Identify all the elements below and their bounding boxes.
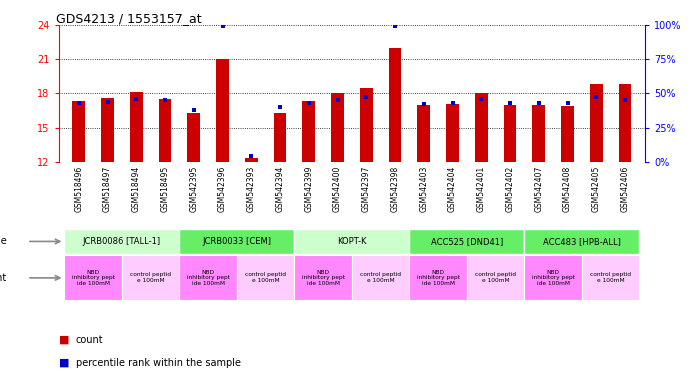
Point <box>476 96 487 102</box>
Bar <box>295 255 352 301</box>
Text: GSM542398: GSM542398 <box>391 166 400 212</box>
Text: GSM518494: GSM518494 <box>132 166 141 212</box>
Bar <box>72 101 86 162</box>
Text: ■: ■ <box>59 335 69 345</box>
Point <box>332 97 343 103</box>
Bar <box>237 255 295 301</box>
Text: ACC483 [HPB-ALL]: ACC483 [HPB-ALL] <box>543 237 621 246</box>
Point <box>246 153 257 159</box>
Bar <box>532 105 545 162</box>
Bar <box>302 101 315 162</box>
Bar <box>295 228 409 254</box>
Bar <box>64 255 122 301</box>
Text: NBD
inhibitory pept
ide 100mM: NBD inhibitory pept ide 100mM <box>532 270 575 286</box>
Point <box>217 23 228 30</box>
Bar <box>101 98 114 162</box>
Text: ■: ■ <box>59 358 69 368</box>
Point <box>188 107 199 113</box>
Text: GSM542397: GSM542397 <box>362 166 371 212</box>
Bar <box>504 105 517 162</box>
Bar <box>524 228 640 254</box>
Text: GSM542403: GSM542403 <box>420 166 428 212</box>
Text: GSM542407: GSM542407 <box>534 166 543 212</box>
Bar <box>417 105 431 162</box>
Bar <box>159 99 172 162</box>
Text: NBD
inhibitory pept
ide 100mM: NBD inhibitory pept ide 100mM <box>187 270 230 286</box>
Text: control peptid
e 100mM: control peptid e 100mM <box>475 273 516 283</box>
Point <box>275 104 286 110</box>
Bar <box>524 255 582 301</box>
Bar <box>187 113 200 162</box>
Bar <box>122 255 179 301</box>
Bar <box>64 228 179 254</box>
Text: ACC525 [DND41]: ACC525 [DND41] <box>431 237 503 246</box>
Bar <box>331 93 344 162</box>
Text: agent: agent <box>0 273 7 283</box>
Text: control peptid
e 100mM: control peptid e 100mM <box>360 273 401 283</box>
Bar <box>130 92 143 162</box>
Bar <box>618 84 631 162</box>
Text: percentile rank within the sample: percentile rank within the sample <box>76 358 241 368</box>
Bar <box>388 48 402 162</box>
Text: GDS4213 / 1553157_at: GDS4213 / 1553157_at <box>56 12 201 25</box>
Text: JCRB0033 [CEM]: JCRB0033 [CEM] <box>202 237 271 246</box>
Text: NBD
inhibitory pept
ide 100mM: NBD inhibitory pept ide 100mM <box>302 270 344 286</box>
Point <box>418 101 429 108</box>
Text: control peptid
e 100mM: control peptid e 100mM <box>590 273 631 283</box>
Point <box>159 97 170 103</box>
Text: GSM542396: GSM542396 <box>218 166 227 212</box>
Bar <box>216 59 229 162</box>
Text: GSM542393: GSM542393 <box>247 166 256 212</box>
Bar <box>590 84 603 162</box>
Bar <box>273 113 286 162</box>
Bar <box>446 104 459 162</box>
Point <box>533 100 544 106</box>
Bar <box>179 255 237 301</box>
Bar <box>359 88 373 162</box>
Point <box>591 94 602 101</box>
Text: GSM518496: GSM518496 <box>75 166 83 212</box>
Text: control peptid
e 100mM: control peptid e 100mM <box>245 273 286 283</box>
Text: KOPT-K: KOPT-K <box>337 237 366 246</box>
Text: GSM542408: GSM542408 <box>563 166 572 212</box>
Point <box>447 100 458 106</box>
Text: GSM518495: GSM518495 <box>161 166 170 212</box>
Text: NBD
inhibitory pept
ide 100mM: NBD inhibitory pept ide 100mM <box>417 270 460 286</box>
Text: GSM518497: GSM518497 <box>103 166 112 212</box>
Point <box>562 100 573 106</box>
Text: GSM542402: GSM542402 <box>506 166 515 212</box>
Bar <box>245 158 258 162</box>
Point <box>304 100 315 106</box>
Text: GSM542404: GSM542404 <box>448 166 457 212</box>
Point <box>620 97 631 103</box>
Bar <box>352 255 409 301</box>
Point <box>131 96 142 102</box>
Text: GSM542395: GSM542395 <box>189 166 198 212</box>
Text: GSM542394: GSM542394 <box>275 166 284 212</box>
Bar <box>582 255 640 301</box>
Text: GSM542406: GSM542406 <box>620 166 629 212</box>
Text: GSM542405: GSM542405 <box>592 166 601 212</box>
Bar <box>409 228 524 254</box>
Point <box>504 100 515 106</box>
Point <box>390 23 401 30</box>
Text: GSM542400: GSM542400 <box>333 166 342 212</box>
Bar <box>467 255 524 301</box>
Bar <box>561 106 574 162</box>
Text: JCRB0086 [TALL-1]: JCRB0086 [TALL-1] <box>83 237 161 246</box>
Text: NBD
inhibitory pept
ide 100mM: NBD inhibitory pept ide 100mM <box>72 270 115 286</box>
Text: count: count <box>76 335 104 345</box>
Bar <box>409 255 467 301</box>
Text: GSM542399: GSM542399 <box>304 166 313 212</box>
Bar <box>179 228 295 254</box>
Point <box>73 100 84 106</box>
Text: control peptid
e 100mM: control peptid e 100mM <box>130 273 171 283</box>
Text: cell line: cell line <box>0 237 7 247</box>
Text: GSM542401: GSM542401 <box>477 166 486 212</box>
Point <box>102 98 113 104</box>
Bar <box>475 93 488 162</box>
Point <box>361 94 372 101</box>
